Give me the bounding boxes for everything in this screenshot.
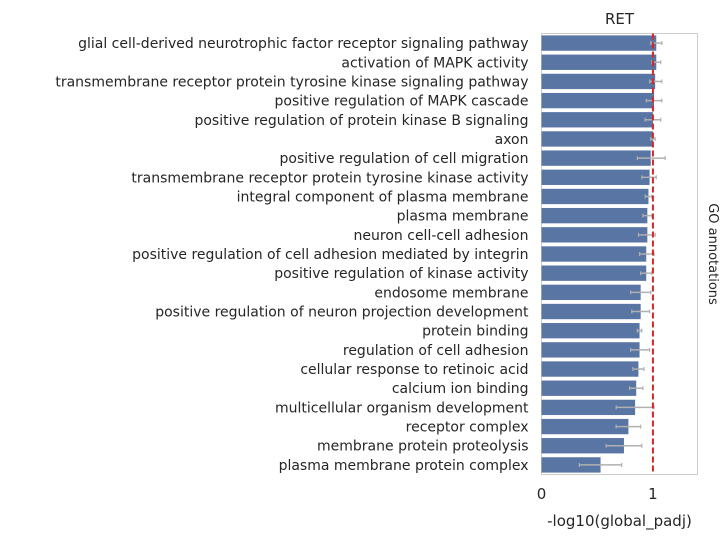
- chart-title: RET: [605, 10, 635, 28]
- category-label: positive regulation of MAPK cascade: [275, 94, 529, 110]
- bar: [541, 131, 653, 147]
- bar: [541, 418, 629, 435]
- category-label: transmembrane receptor protein tyrosine …: [55, 74, 528, 90]
- bar: [541, 342, 640, 358]
- bar: [541, 188, 649, 205]
- bar: [541, 438, 624, 454]
- category-label: regulation of cell adhesion: [343, 343, 529, 359]
- x-axis-title: -log10(global_padj): [547, 512, 692, 531]
- category-label: multicellular organism development: [275, 400, 529, 416]
- x-tick-label: 1: [648, 485, 658, 503]
- category-label: positive regulation of kinase activity: [274, 266, 528, 282]
- category-label: activation of MAPK activity: [341, 55, 528, 71]
- bar: [541, 112, 653, 128]
- bar: [541, 246, 647, 262]
- bar: [541, 265, 647, 281]
- x-tick-label: 0: [537, 485, 547, 503]
- bar: [541, 227, 648, 243]
- category-label: cellular response to retinoic acid: [300, 362, 528, 378]
- category-label: positive regulation of cell adhesion med…: [132, 247, 528, 263]
- bar: [541, 92, 655, 109]
- category-label: axon: [495, 132, 529, 148]
- bar: [541, 399, 636, 416]
- category-label: glial cell-derived neurotrophic factor r…: [78, 36, 528, 52]
- category-label: transmembrane receptor protein tyrosine …: [131, 170, 528, 186]
- bar: [541, 361, 639, 377]
- category-label: positive regulation of neuron projection…: [155, 305, 529, 321]
- category-label: plasma membrane protein complex: [279, 458, 529, 474]
- category-label: membrane protein proteolysis: [317, 439, 528, 455]
- category-label: endosome membrane: [374, 285, 528, 301]
- bars-layer: [541, 35, 657, 473]
- bar: [541, 323, 640, 339]
- category-label: positive regulation of protein kinase B …: [194, 113, 528, 129]
- category-label: neuron cell-cell adhesion: [354, 228, 529, 244]
- errorbars-layer: [578, 41, 666, 467]
- bar: [541, 457, 601, 473]
- category-label: calcium ion binding: [392, 381, 529, 397]
- bar: [541, 150, 651, 166]
- category-label: plasma membrane: [397, 209, 529, 225]
- category-label: protein binding: [422, 324, 528, 340]
- side-label: GO annotations: [705, 203, 720, 305]
- category-label: integral component of plasma membrane: [237, 189, 529, 205]
- bar: [541, 303, 641, 320]
- category-label: positive regulation of cell migration: [280, 151, 529, 167]
- bar: [541, 73, 656, 90]
- bar: [541, 207, 648, 224]
- category-label: receptor complex: [406, 420, 529, 436]
- bar: [541, 284, 641, 301]
- category-labels: glial cell-derived neurotrophic factor r…: [55, 36, 529, 474]
- bar: [541, 35, 657, 51]
- bar: [541, 169, 650, 185]
- bar: [541, 54, 657, 70]
- bar: [541, 380, 637, 396]
